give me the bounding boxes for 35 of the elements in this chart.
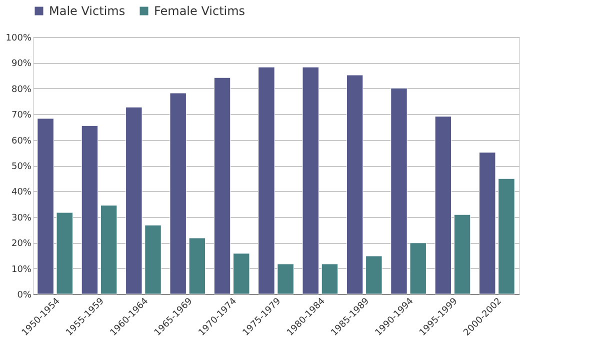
bar bbox=[214, 77, 231, 294]
y-tick-label: 40% bbox=[11, 188, 32, 198]
bar bbox=[258, 66, 275, 294]
y-tick-label: 0% bbox=[17, 290, 32, 300]
y-tick-label: 60% bbox=[11, 136, 32, 146]
bar bbox=[233, 253, 250, 294]
y-tick-label: 20% bbox=[11, 239, 32, 250]
legend-label: Female Victims bbox=[154, 4, 246, 18]
bar bbox=[454, 214, 471, 294]
y-tick-label: 30% bbox=[11, 213, 32, 224]
bar bbox=[321, 264, 338, 294]
bar bbox=[188, 238, 206, 294]
bar bbox=[277, 264, 294, 294]
y-tick-label: 100% bbox=[6, 34, 32, 44]
y-tick-label: 10% bbox=[11, 264, 32, 275]
bar bbox=[302, 66, 319, 294]
legend-label: Male Victims bbox=[49, 4, 126, 18]
bar bbox=[498, 178, 515, 294]
bar bbox=[81, 125, 98, 294]
y-tick-label: 90% bbox=[11, 59, 32, 70]
bar bbox=[434, 116, 452, 294]
bar bbox=[346, 74, 364, 294]
bar bbox=[100, 205, 118, 294]
bar bbox=[170, 92, 186, 294]
y-tick-label: 70% bbox=[11, 110, 32, 121]
y-tick-label: 50% bbox=[11, 162, 32, 172]
y-tick-label: 80% bbox=[11, 84, 32, 95]
bar bbox=[478, 152, 496, 294]
bar bbox=[56, 212, 74, 294]
bar bbox=[37, 118, 54, 294]
bar bbox=[144, 224, 162, 294]
bar bbox=[126, 106, 142, 294]
bar bbox=[390, 88, 408, 294]
bar bbox=[366, 256, 382, 294]
bar bbox=[410, 242, 426, 294]
